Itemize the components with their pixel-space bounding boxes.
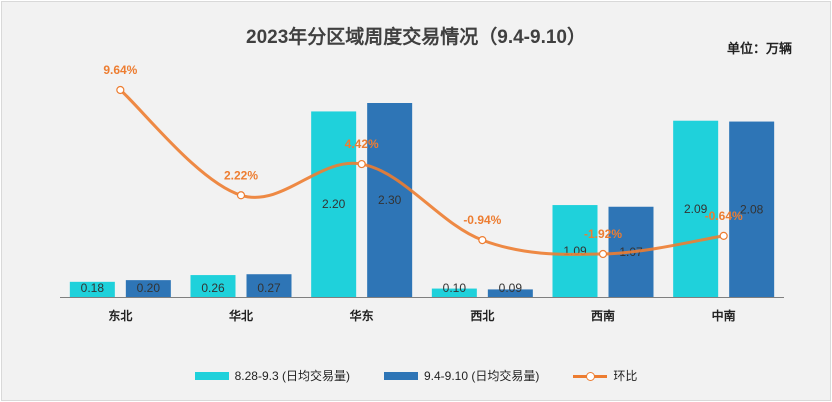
legend-item-series-1: 8.28-9.3 (日均交易量)	[194, 367, 350, 384]
bar-label-s1-4: 1.09	[563, 244, 587, 258]
bar-s1-2	[311, 111, 357, 297]
legend-item-series-2: 9.4-9.10 (日均交易量)	[383, 367, 540, 384]
line-point-4	[598, 249, 608, 259]
line-label-4: -1.92%	[584, 227, 622, 241]
category-label-1: 华北	[229, 308, 253, 323]
category-label-3: 西北	[470, 308, 494, 323]
legend-label-series-2: 9.4-9.10 (日均交易量)	[423, 369, 540, 383]
category-label-0: 东北	[108, 308, 132, 323]
line-point-2	[357, 159, 366, 169]
legend-swatch-line	[573, 371, 608, 381]
bar-label-s1-2: 2.20	[322, 197, 346, 211]
bar-s2-1	[246, 274, 292, 297]
bar-s1-3	[431, 288, 477, 297]
bar-s1-5	[673, 120, 719, 297]
legend-swatch-series-2	[383, 371, 418, 380]
line-series-ratio	[119, 88, 724, 256]
bar-s2-2	[367, 103, 413, 297]
line-point-1	[236, 191, 246, 200]
line-label-1: 2.22%	[224, 168, 258, 182]
bar-label-s2-2: 2.30	[378, 193, 402, 207]
line-label-0: 9.64%	[103, 63, 137, 77]
line-point-3	[478, 235, 487, 245]
bar-label-s2-0: 0.20	[137, 281, 161, 295]
category-label-2: 华东	[350, 308, 374, 323]
bar-label-s2-3: 0.09	[499, 281, 523, 295]
bar-label-s1-5: 2.09	[684, 202, 708, 216]
bar-label-s2-5: 2.08	[740, 202, 764, 216]
bar-label-s1-3: 0.10	[443, 281, 467, 295]
bar-label-s1-0: 0.18	[81, 281, 105, 295]
line-label-5: -0.64%	[705, 209, 743, 223]
line-label-2: 4.42%	[345, 137, 379, 151]
legend-item-line: 环比	[573, 367, 637, 384]
bar-label-s1-1: 0.26	[201, 281, 225, 295]
bar-s2-5	[729, 121, 775, 297]
line-point-0	[116, 85, 125, 95]
bar-label-s2-1: 0.27	[257, 281, 281, 295]
bar-s2-0	[125, 280, 171, 297]
category-label-4: 西南	[591, 308, 615, 323]
legend-swatch-series-1	[194, 371, 229, 380]
category-label-5: 中南	[712, 308, 736, 323]
line-point-5	[719, 231, 728, 240]
chart-legend: 8.28-9.3 (日均交易量) 9.4-9.10 (日均交易量) 环比	[2, 367, 830, 384]
bar-s1-0	[69, 281, 115, 297]
chart-plot-area: 0.18 0.20 东北 0.26 0.27 华北 2.20 2.30 华东 0.10 0.09 西北…	[60, 63, 784, 323]
bar-s1-1	[190, 275, 236, 297]
bar-s1-4	[552, 205, 598, 297]
legend-label-line: 环比	[613, 369, 638, 383]
line-label-3: -0.94%	[463, 213, 501, 227]
bar-s2-3	[487, 289, 533, 297]
legend-label-series-1: 8.28-9.3 (日均交易量)	[234, 369, 350, 383]
unit-label: 单位：万辆	[726, 41, 792, 56]
chart-title: 2023年分区域周度交易情况（9.4-9.10）	[246, 27, 586, 48]
